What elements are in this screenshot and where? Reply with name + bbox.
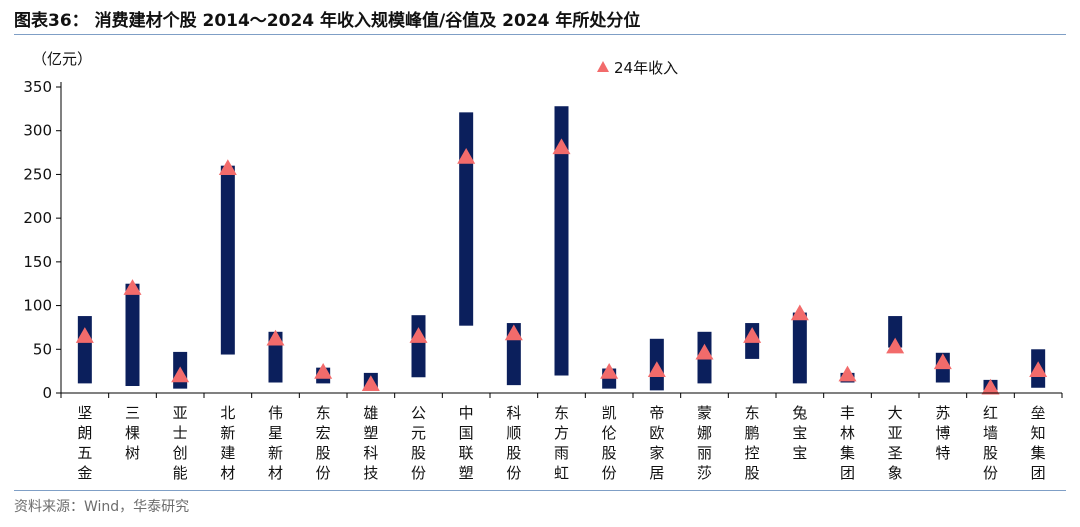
y-tick-label: 200 — [23, 209, 52, 227]
revenue-2024-marker — [314, 363, 333, 379]
y-tick-label: 350 — [23, 78, 52, 96]
revenue-2024-marker — [457, 147, 476, 164]
revenue-2024-marker — [647, 361, 666, 378]
y-tick-label: 0 — [42, 384, 52, 402]
x-tick-label: 帝欧家居 — [649, 404, 664, 482]
x-tick-label: 丰林集团 — [840, 404, 855, 482]
x-tick-label: 三棵树 — [125, 404, 140, 462]
range-bar — [888, 316, 903, 348]
x-tick-label: 垒知集团 — [1031, 404, 1046, 482]
y-axis-unit-label: （亿元） — [32, 50, 92, 68]
x-tick-label: 亚士创能 — [173, 404, 188, 482]
y-tick-label: 50 — [33, 340, 52, 358]
range-bar — [125, 283, 140, 387]
revenue-2024-marker — [743, 327, 762, 343]
x-axis: 坚朗五金 三棵树 亚士创能 北新建材 伟星新材 东宏股份 雄塑科技 公元股份 中国联塑 科顺股份 东… — [60, 392, 1063, 482]
revenue-2024-marker — [838, 365, 857, 382]
range-bar — [411, 315, 426, 378]
x-tick-label: 东宏股份 — [316, 404, 331, 482]
revenue-2024-marker — [171, 366, 190, 383]
x-tick-label: 北新建材 — [220, 404, 235, 482]
range-bar — [459, 112, 474, 326]
revenue-2024-marker — [361, 375, 380, 392]
revenue-2024-marker — [790, 304, 809, 321]
revenue-2024-marker — [123, 279, 142, 295]
y-axis: 0 50 100 150 200 250 300 350 — [23, 78, 62, 402]
revenue-2024-marker — [504, 324, 523, 341]
markers — [75, 138, 1048, 395]
x-tick-label: 中国联塑 — [459, 404, 474, 482]
x-tick-label: 坚朗五金 — [77, 404, 92, 482]
x-tick-label: 雄塑科技 — [363, 404, 378, 482]
title-divider — [14, 34, 1066, 35]
x-tick-label: 科顺股份 — [506, 404, 521, 482]
chart-title: 图表36： 消费建材个股 2014～2024 年收入规模峰值/谷值及 2024 … — [14, 11, 641, 31]
y-tick-label: 150 — [23, 253, 52, 271]
x-tick-label: 东鹏控股 — [745, 404, 760, 482]
x-tick-label: 蒙娜丽莎 — [697, 404, 712, 482]
revenue-2024-marker — [886, 337, 905, 354]
x-tick-label: 大亚圣象 — [888, 404, 903, 482]
legend-triangle-icon — [597, 61, 609, 72]
legend: 24年收入 — [597, 59, 678, 77]
revenue-2024-marker — [1029, 361, 1048, 378]
revenue-2024-marker — [695, 343, 714, 360]
range-chart: （亿元） 24年收入 0 50 100 150 200 250 300 350 坚朗五金 三棵树… — [23, 50, 1063, 482]
x-tick-label: 苏博特 — [935, 404, 950, 462]
revenue-2024-marker — [266, 329, 285, 346]
range-bar — [554, 106, 569, 376]
range-bar — [77, 316, 92, 384]
revenue-2024-marker — [218, 159, 237, 176]
x-tick-label: 东方雨虹 — [554, 404, 569, 482]
y-tick-label: 300 — [23, 122, 52, 140]
x-tick-label: 凯伦股份 — [602, 404, 617, 482]
legend-label: 24年收入 — [614, 59, 678, 77]
x-tick-label: 公元股份 — [411, 404, 426, 482]
source-note: 资料来源：Wind，华泰研究 — [14, 499, 190, 515]
revenue-2024-marker — [552, 138, 571, 155]
y-tick-label: 100 — [23, 297, 52, 315]
x-tick-label: 兔宝宝 — [792, 404, 807, 462]
revenue-2024-marker — [933, 353, 952, 370]
x-tick-label: 伟星新材 — [268, 404, 283, 482]
y-tick-label: 250 — [23, 165, 52, 183]
revenue-2024-marker — [75, 327, 94, 343]
range-bar — [792, 312, 807, 384]
range-bar — [220, 165, 235, 355]
footer-divider — [14, 490, 1066, 491]
revenue-2024-marker — [409, 327, 428, 343]
x-tick-label: 红墙股份 — [983, 404, 998, 482]
revenue-2024-marker — [981, 378, 1000, 395]
revenue-2024-marker — [600, 363, 619, 379]
